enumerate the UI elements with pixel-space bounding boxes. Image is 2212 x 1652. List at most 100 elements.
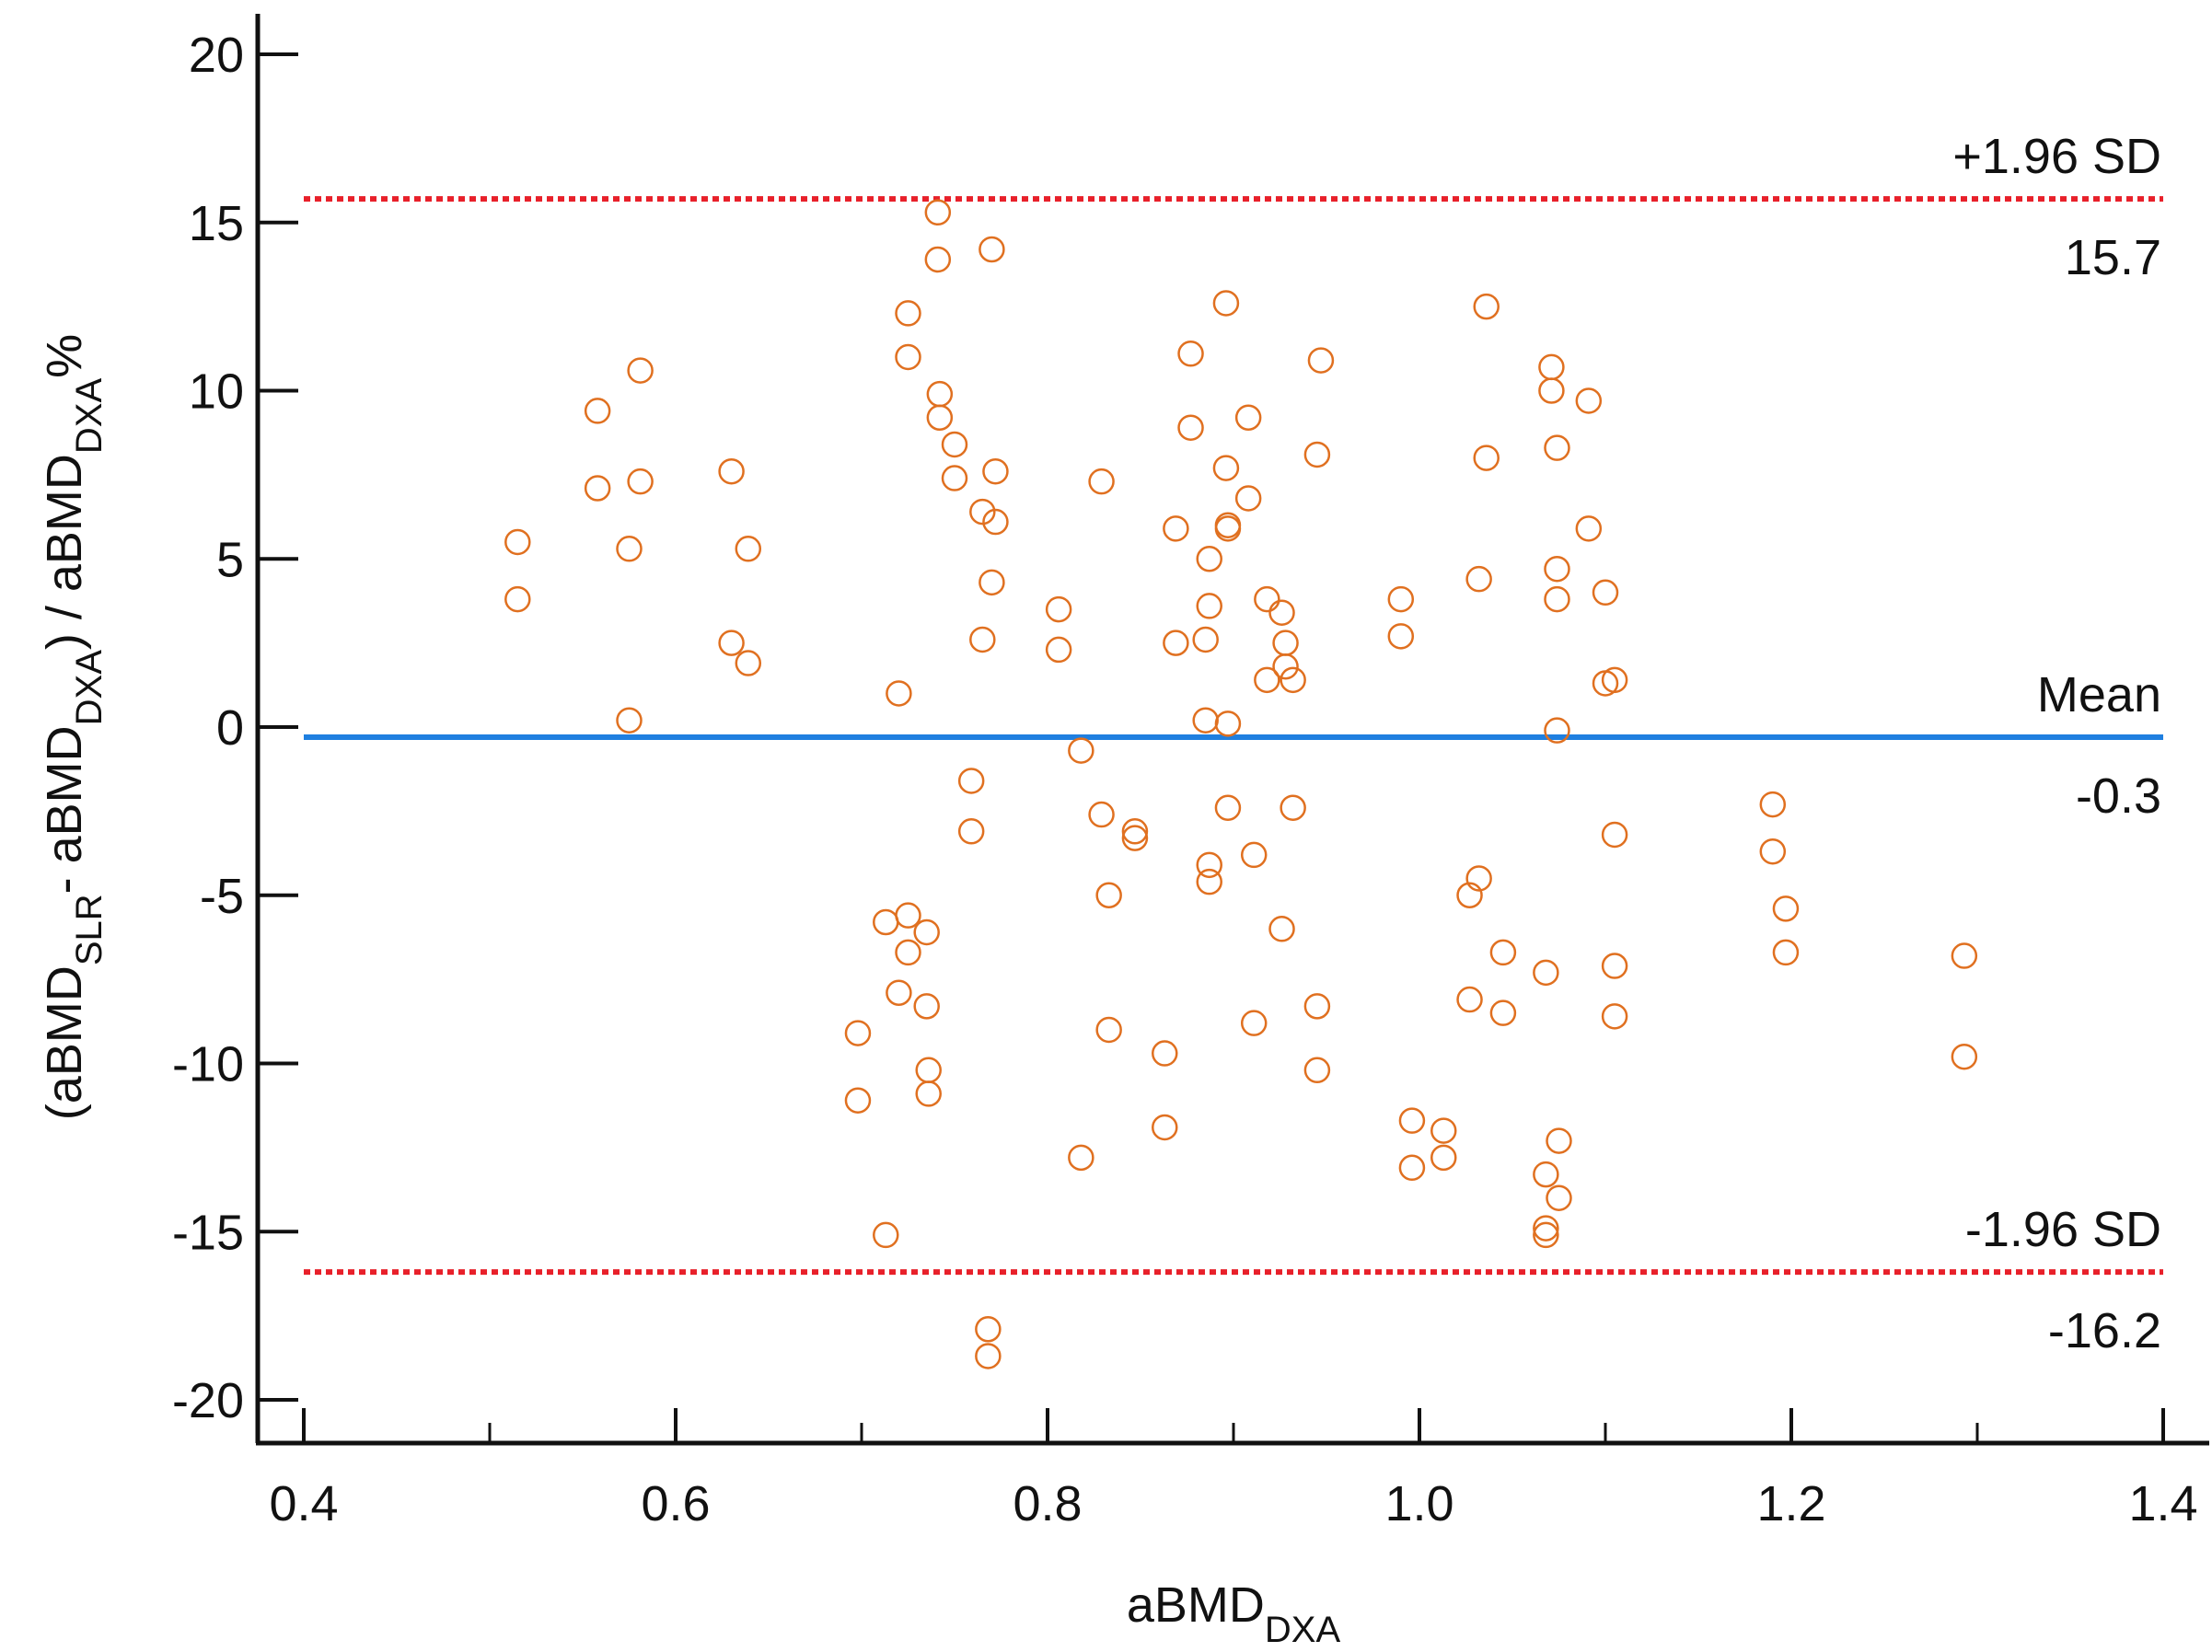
- data-point: [718, 630, 745, 656]
- data-point: [1196, 851, 1222, 879]
- data-point: [1254, 666, 1280, 694]
- data-point: [915, 1080, 942, 1107]
- data-point: [1234, 485, 1262, 512]
- data-point: [1121, 818, 1149, 845]
- data-point: [1592, 579, 1619, 607]
- data-point: [926, 404, 954, 431]
- data-point: [1456, 986, 1483, 1013]
- data-point: [1601, 666, 1628, 694]
- data-point: [941, 431, 968, 458]
- labels: +1.96 SD 15.7 Mean -0.3 -1.96 SD -16.2 aBMDDXA…: [37, 129, 2161, 1650]
- data-point: [1544, 585, 1570, 613]
- data-point: [1546, 1184, 1572, 1211]
- data-point: [886, 680, 912, 707]
- data-point: [1163, 630, 1189, 656]
- x-axis-title: aBMDDXA: [1127, 1577, 1341, 1650]
- y-tick-label: -5: [200, 869, 244, 924]
- y-tick-label: -20: [172, 1373, 244, 1428]
- data-point: [1601, 821, 1628, 849]
- data-point: [1533, 959, 1559, 987]
- data-point: [1068, 1144, 1094, 1172]
- data-point: [1268, 599, 1295, 626]
- data-point: [924, 199, 952, 226]
- data-point: [1121, 825, 1149, 851]
- x-tick-label: 0.6: [641, 1476, 710, 1531]
- data-point: [979, 236, 1005, 263]
- data-point: [873, 1221, 899, 1249]
- data-points: [504, 199, 1978, 1369]
- x-tick-label: 1.0: [1384, 1476, 1453, 1531]
- data-point: [1456, 882, 1483, 908]
- data-point: [1533, 1161, 1559, 1188]
- data-point: [1212, 455, 1240, 481]
- data-point: [1759, 838, 1787, 865]
- data-point: [1473, 293, 1500, 320]
- data-point: [1398, 1154, 1426, 1182]
- reference-line-name: -1.96 SD: [1965, 1202, 2161, 1257]
- x-tick-label: 0.4: [269, 1476, 338, 1531]
- data-point: [718, 457, 745, 485]
- data-point: [957, 768, 985, 794]
- data-point: [1196, 593, 1222, 619]
- data-point: [1533, 1221, 1559, 1249]
- reference-line-name: +1.96 SD: [1952, 129, 2161, 184]
- data-point: [1196, 546, 1222, 572]
- axes: 20 15 10 5 0 -5 -10 -15 -20 0.4 0.6 0.8 1.0 1.2 1.4: [172, 14, 2209, 1531]
- x-tick-label: 1.2: [1756, 1476, 1825, 1531]
- data-point: [735, 650, 762, 676]
- data-point: [1272, 630, 1299, 656]
- data-point: [1473, 445, 1500, 471]
- data-point: [1240, 841, 1268, 869]
- data-point: [616, 536, 643, 562]
- data-point: [1212, 290, 1240, 317]
- data-point: [982, 457, 1009, 485]
- data-point: [1538, 377, 1565, 404]
- data-point: [844, 1020, 872, 1046]
- data-point: [1303, 1057, 1331, 1084]
- reference-line-value: 15.7: [2065, 230, 2161, 285]
- data-point: [1430, 1117, 1457, 1144]
- data-point: [1538, 353, 1565, 381]
- data-point: [504, 585, 531, 613]
- data-point: [1303, 441, 1331, 468]
- data-point: [1489, 999, 1517, 1026]
- data-point: [915, 1057, 942, 1084]
- data-point: [982, 508, 1009, 536]
- data-point: [873, 908, 899, 936]
- data-point: [1430, 1144, 1457, 1172]
- data-point: [1280, 794, 1306, 821]
- data-point: [1088, 801, 1115, 828]
- data-point: [1601, 1003, 1628, 1030]
- data-point: [1575, 515, 1603, 542]
- data-point: [627, 357, 654, 384]
- data-point: [1307, 347, 1335, 374]
- data-point: [1303, 993, 1331, 1020]
- data-point: [1045, 595, 1072, 623]
- data-point: [735, 536, 762, 562]
- data-point: [1152, 1040, 1178, 1067]
- reference-line-value: -0.3: [2076, 768, 2161, 824]
- y-tick-label: -15: [172, 1205, 244, 1260]
- data-point: [1152, 1114, 1178, 1141]
- data-point: [1398, 1107, 1426, 1134]
- data-point: [584, 398, 611, 424]
- y-tick-label: -10: [172, 1037, 244, 1092]
- data-point: [1234, 404, 1262, 431]
- data-point: [1068, 737, 1094, 764]
- data-point: [1163, 515, 1189, 542]
- data-point: [1280, 666, 1306, 694]
- data-point: [975, 1315, 1002, 1343]
- data-point: [895, 939, 921, 966]
- data-point: [1214, 515, 1242, 542]
- data-point: [1387, 623, 1415, 650]
- data-point: [504, 528, 531, 556]
- reference-lines: [304, 196, 2163, 1276]
- data-point: [1177, 341, 1204, 367]
- data-point: [1196, 868, 1222, 895]
- data-point: [1192, 707, 1219, 734]
- data-point: [1546, 1127, 1572, 1154]
- data-point: [1192, 626, 1219, 653]
- x-tick-label: 1.4: [2128, 1476, 2197, 1531]
- data-point: [1601, 953, 1628, 979]
